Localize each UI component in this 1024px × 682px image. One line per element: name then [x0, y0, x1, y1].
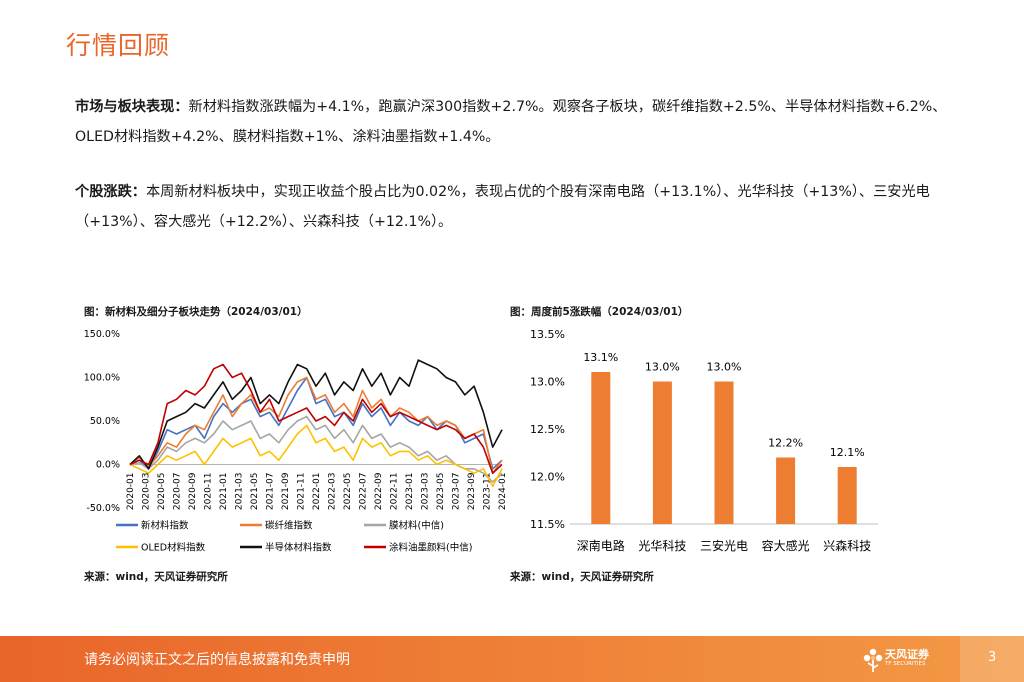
x-tick-label: 2020-07: [173, 473, 183, 511]
series-line: [129, 376, 503, 474]
x-category-label: 兴森科技: [823, 538, 871, 553]
x-tick-label: 2022-03: [328, 473, 338, 511]
x-tick-label: 2023-09: [467, 472, 477, 510]
x-category-label: 光华科技: [638, 539, 686, 553]
market-performance-paragraph: 市场与板块表现：新材料指数涨跌幅为+4.1%，跑赢沪深300指数+2.7%。观察…: [75, 92, 955, 152]
x-tick-label: 2022-07: [359, 473, 369, 511]
x-tick-label: 2023-11: [483, 473, 493, 511]
series-line: [129, 415, 503, 483]
page-number-box: [960, 636, 1024, 682]
legend-label: 新材料指数: [141, 520, 189, 532]
legend-label: 膜材料(中信): [389, 520, 444, 532]
x-tick-label: 2020-09: [188, 472, 198, 510]
x-tick-label: 2023-05: [436, 473, 446, 511]
stock-movement-label: 个股涨跌：: [75, 184, 146, 200]
y-tick-label: -50.0%: [86, 503, 120, 514]
x-tick-label: 2022-05: [343, 473, 353, 511]
page-number: 3: [988, 650, 997, 665]
x-tick-label: 2022-01: [312, 473, 322, 511]
bar: [591, 372, 611, 524]
footer-bar: 请务必阅读正文之后的信息披露和免责申明 天风证券 TF SECURITIES 3: [0, 636, 1024, 682]
bar-value-label: 12.2%: [768, 437, 803, 450]
legend-label: 碳纤维指数: [265, 520, 313, 532]
line-chart-source: 来源：wind，天风证券研究所: [84, 571, 228, 583]
legend-label: OLED材料指数: [141, 542, 206, 554]
x-tick-label: 2021-11: [297, 473, 307, 511]
x-tick-label: 2023-03: [421, 473, 431, 511]
flower-logo-icon: [863, 648, 883, 672]
bar-chart-source: 来源：wind，天风证券研究所: [510, 571, 654, 583]
y-tick-label: 150.0%: [84, 329, 120, 340]
disclaimer-text: 请务必阅读正文之后的信息披露和免责申明: [84, 652, 350, 668]
page-title: 行情回顾: [66, 31, 171, 60]
stock-movement-text: 本周新材料板块中，实现正收益个股占比为0.02%，表现占优的个股有深南电路（+1…: [75, 184, 930, 230]
x-tick-label: 2021-07: [266, 473, 276, 511]
market-performance-text: 新材料指数涨跌幅为+4.1%，跑赢沪深300指数+2.7%。观察各子板块，碳纤维…: [75, 99, 947, 145]
y-tick-label: 12.0%: [530, 471, 565, 484]
x-category-label: 深南电路: [577, 538, 625, 553]
line-chart-caption: 图：新材料及细分子板块走势（2024/03/01）: [84, 306, 308, 318]
logo-subtitle: TF SECURITIES: [885, 661, 926, 667]
bar-value-label: 13.1%: [583, 351, 618, 364]
y-tick-label: 11.5%: [530, 518, 565, 531]
bar: [714, 381, 734, 524]
y-tick-label: 0.0%: [96, 460, 120, 471]
x-tick-label: 2020-01: [126, 473, 136, 511]
x-tick-label: 2021-05: [250, 473, 260, 511]
x-tick-label: 2020-11: [204, 473, 214, 511]
legend-label: 半导体材料指数: [265, 542, 332, 554]
company-logo: 天风证券 TF SECURITIES: [863, 646, 943, 674]
x-category-label: 三安光电: [700, 538, 748, 553]
x-tick-label: 2020-05: [157, 473, 167, 511]
x-tick-label: 2023-01: [405, 473, 415, 511]
legend-label: 涂料油墨颜料(中信): [389, 542, 472, 554]
y-tick-label: 100.0%: [84, 373, 120, 384]
bar-value-label: 13.0%: [707, 361, 742, 374]
y-tick-label: 13.5%: [530, 328, 565, 341]
bar: [652, 381, 672, 524]
x-tick-label: 2020-03: [142, 473, 152, 511]
bar: [776, 457, 796, 524]
x-tick-label: 2021-09: [281, 472, 291, 510]
y-tick-label: 50.0%: [90, 416, 120, 427]
series-line: [129, 363, 503, 474]
x-tick-label: 2021-03: [235, 473, 245, 511]
bar-chart: 13.5% 13.0% 12.5% 12.0% 11.5% 13.1% 深南电路 13.0% 光…: [530, 328, 878, 553]
logo-name: 天风证券: [885, 648, 929, 661]
series-line: [129, 424, 503, 488]
series-line: [129, 359, 503, 470]
y-tick-label: 12.5%: [530, 423, 565, 436]
bar-value-label: 13.0%: [645, 361, 680, 374]
line-chart: 150.0% 100.0% 50.0% 0.0% -50.0% 2020-01 2020-0…: [84, 329, 508, 554]
bar-value-label: 12.1%: [830, 446, 865, 459]
x-tick-label: 2022-09: [374, 472, 384, 510]
x-category-label: 容大感光: [762, 538, 810, 553]
x-tick-label: 2023-07: [452, 473, 462, 511]
market-performance-label: 市场与板块表现：: [75, 99, 189, 115]
bar: [837, 467, 857, 524]
x-tick-label: 2021-01: [219, 473, 229, 511]
x-tick-label: 2022-11: [390, 473, 400, 511]
series-line: [129, 376, 503, 470]
stock-movement-paragraph: 个股涨跌：本周新材料板块中，实现正收益个股占比为0.02%，表现占优的个股有深南…: [75, 177, 955, 237]
bar-chart-caption: 图：周度前5涨跌幅（2024/03/01）: [510, 306, 689, 318]
y-tick-label: 13.0%: [530, 376, 565, 389]
x-tick-label: 2024-01: [498, 473, 508, 511]
